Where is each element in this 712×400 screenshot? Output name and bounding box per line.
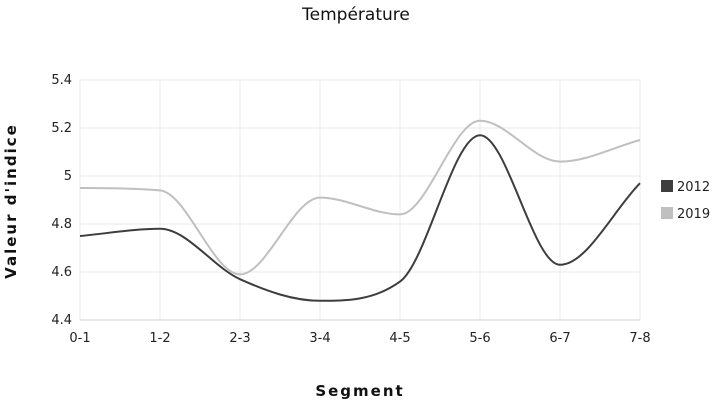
y-tick-label: 4.6	[51, 265, 72, 280]
y-tick-label: 5.2	[51, 121, 72, 136]
y-tick-label: 4.4	[51, 313, 72, 328]
series-line-2012	[79, 134, 641, 302]
series-lines	[79, 119, 641, 302]
series-line-2019	[79, 119, 641, 276]
x-tick-label: 1-2	[149, 331, 170, 346]
legend-swatch-2019	[661, 207, 673, 219]
legend-label: 2012	[677, 180, 710, 195]
y-tick-label: 5.4	[51, 73, 72, 88]
legend-label: 2019	[677, 207, 710, 222]
grid	[79, 79, 641, 321]
y-tick-label: 5	[64, 169, 72, 184]
x-tick-label: 2-3	[229, 331, 250, 346]
x-tick-label: 7-8	[629, 331, 650, 346]
x-tick-label: 6-7	[549, 331, 570, 346]
x-axis-title: Segment	[315, 382, 404, 400]
chart-title: Température	[301, 5, 410, 25]
x-tick-label: 0-1	[69, 331, 90, 346]
y-tick-label: 4.8	[51, 217, 72, 232]
axes: 4.4 4.6 4.8 5 5.2 5.4 0-1 1-2 2-3 3-4 4-5 5-6 6-7 7-8	[51, 73, 650, 346]
x-tick-label: 4-5	[389, 331, 410, 346]
legend: 2012 2019	[661, 180, 710, 222]
x-tick-label: 3-4	[309, 331, 330, 346]
x-tick-label: 5-6	[469, 331, 490, 346]
y-axis-title: Valeur d'indice	[2, 123, 20, 279]
legend-swatch-2012	[661, 180, 673, 192]
